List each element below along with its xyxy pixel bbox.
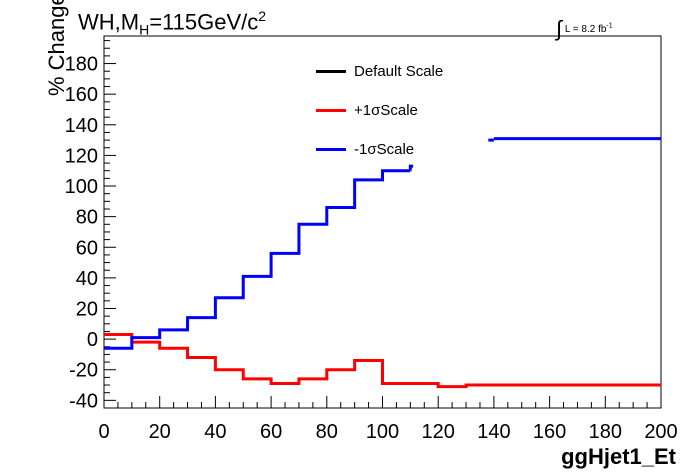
x-tick-label: 60 [260,421,282,443]
x-tick-label: 0 [98,421,109,443]
legend-item-minus1sigma: -1σScale [316,130,496,169]
y-tick-label: 80 [76,207,98,229]
x-tick-label: 180 [589,421,622,443]
x-axis-label: ggHjet1_Et [561,444,676,469]
y-tick-label: 160 [65,84,98,106]
y-axis-label: % Change [44,0,69,96]
y-tick-label: 140 [65,115,98,137]
y-tick-label: 120 [65,145,98,167]
luminosity-label: ∫ L = 8.2 fb-1 [556,16,613,41]
legend-label-plus1sigma: +1σScale [354,102,418,119]
x-tick-label: 200 [644,421,677,443]
legend-label-default: Default Scale [354,63,444,80]
legend-label-minus1sigma: -1σScale [354,141,415,158]
series-minus1sigma-tail [408,164,414,171]
chart-title: WH,MH=115GeV/c2 [78,8,267,38]
y-tick-label: 40 [76,268,98,290]
x-tick-label: 40 [204,421,226,443]
series-minus1sigma-line [104,137,661,350]
legend-swatch-minus1sigma [316,148,346,151]
y-tick-label: 0 [87,329,98,351]
y-tick-label: -40 [69,390,98,412]
legend-swatch-plus1sigma [316,109,346,112]
x-tick-label: 80 [316,421,338,443]
x-tick-label: 120 [422,421,455,443]
integral-symbol: ∫ [556,16,563,41]
x-tick-label: 140 [477,421,510,443]
legend-swatch-default [316,70,346,73]
legend-item-default: Default Scale [316,52,496,91]
y-tick-label: -20 [69,360,98,382]
series-plus1sigma-line [104,333,661,389]
y-tick-label: 20 [76,298,98,320]
x-tick-label: 20 [149,421,171,443]
x-tick-label: 160 [533,421,566,443]
legend-item-plus1sigma: +1σScale [316,91,496,130]
legend: Default Scale +1σScale -1σScale [316,52,496,169]
y-tick-label: 180 [65,54,98,76]
y-tick-label: 60 [76,237,98,259]
x-tick-label: 100 [366,421,399,443]
y-tick-label: 100 [65,176,98,198]
